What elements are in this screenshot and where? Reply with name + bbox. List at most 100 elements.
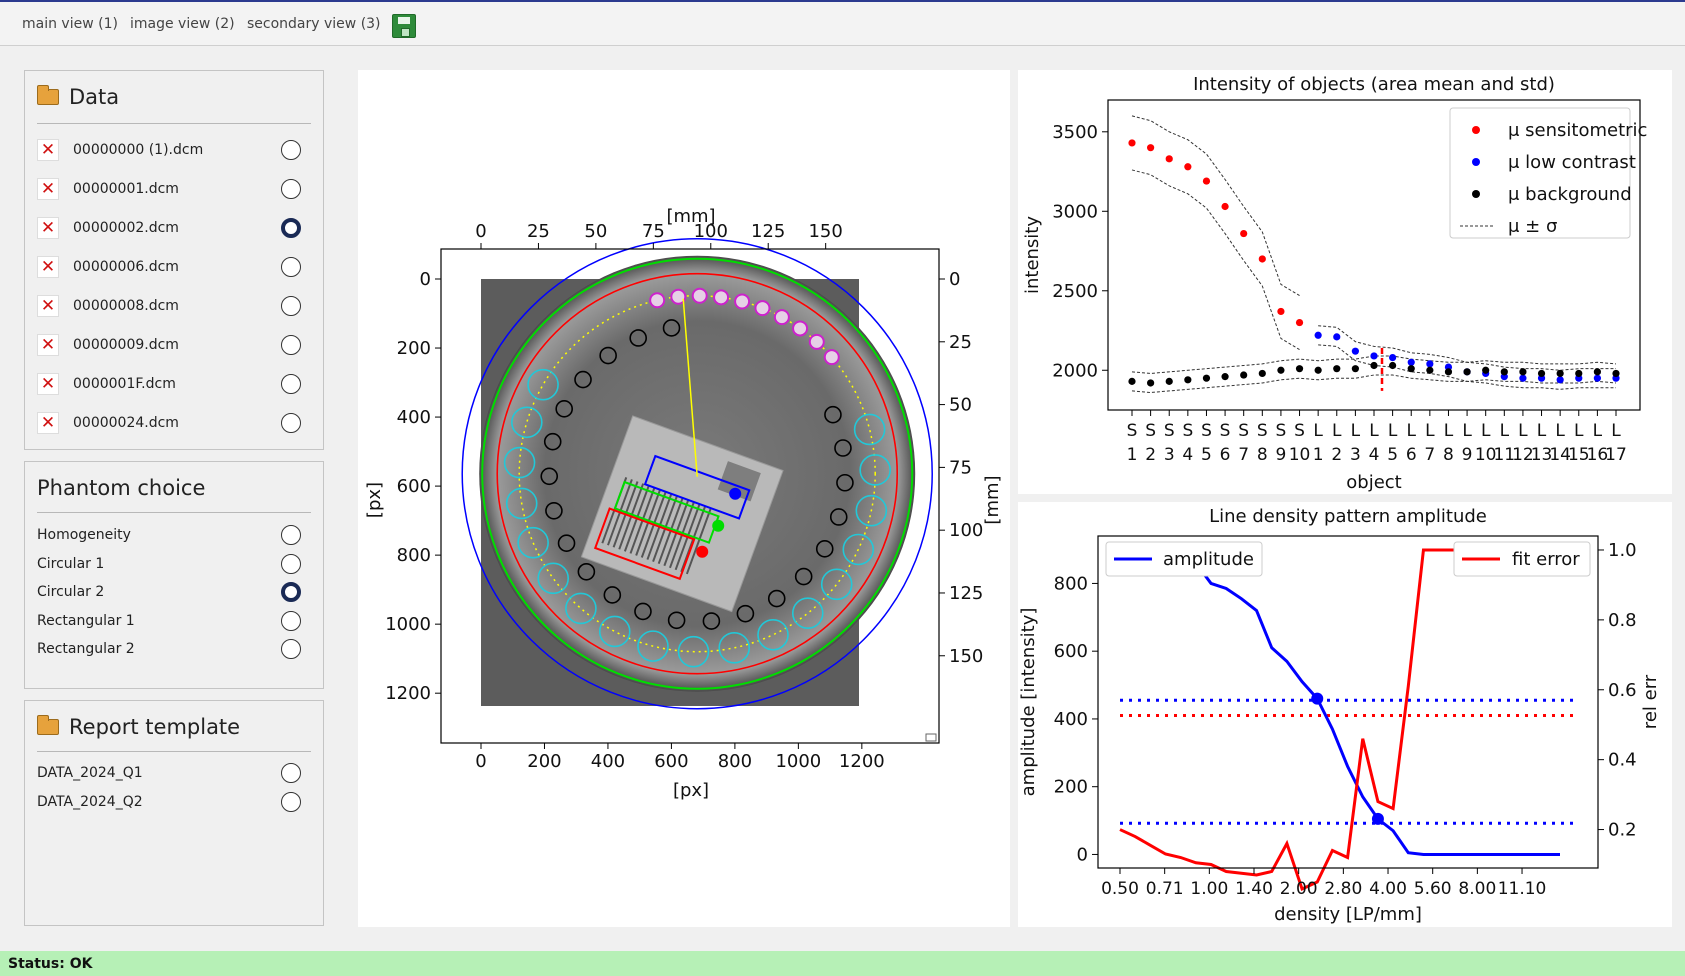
- line-density-chart[interactable]: Line density pattern amplitude 0 200 400 600…: [1018, 502, 1672, 927]
- phantom-option-row[interactable]: Rectangular 1: [37, 606, 301, 636]
- x-tick-label: 3: [1350, 445, 1361, 465]
- phantom-option-radio[interactable]: [281, 582, 301, 602]
- file-row[interactable]: ✕ 00000009.dcm: [37, 330, 301, 360]
- x-tick-label: 14: [1549, 445, 1571, 465]
- file-radio[interactable]: [281, 374, 301, 394]
- file-row[interactable]: ✕ 0000001F.dcm: [37, 369, 301, 399]
- folder-icon[interactable]: [37, 715, 59, 735]
- intensity-chart[interactable]: Intensity of objects (area mean and std)…: [1018, 70, 1672, 494]
- phantom-panel-header: Phantom choice: [37, 476, 205, 500]
- phantom-option-row[interactable]: Homogeneity: [37, 520, 301, 550]
- phantom-option-label: Rectangular 2: [37, 641, 135, 657]
- cyan-roi: [565, 592, 597, 625]
- data-point: [1593, 368, 1601, 376]
- file-radio[interactable]: [281, 140, 301, 160]
- data-point: [1202, 177, 1211, 185]
- file-radio[interactable]: [281, 296, 301, 316]
- cyan-roi: [505, 487, 538, 520]
- remove-file-icon[interactable]: ✕: [37, 139, 59, 161]
- sensitometric-roi: [670, 288, 687, 305]
- report-option-radio[interactable]: [281, 763, 301, 783]
- file-row[interactable]: ✕ 00000006.dcm: [37, 252, 301, 282]
- data-point: [1184, 376, 1192, 384]
- cyan-roi: [527, 368, 559, 401]
- background-roi: [629, 329, 648, 347]
- data-point: [1407, 358, 1415, 366]
- remove-file-icon[interactable]: ✕: [37, 217, 59, 239]
- floppy-disk-icon[interactable]: [392, 14, 416, 38]
- phantom-option-row[interactable]: Rectangular 2: [37, 634, 301, 664]
- remove-file-icon[interactable]: ✕: [37, 256, 59, 278]
- legend-box: [1449, 107, 1631, 239]
- data-point: [1519, 374, 1527, 382]
- cyan-roi: [842, 533, 875, 566]
- phantom-option-row[interactable]: Circular 2: [37, 577, 301, 607]
- report-panel: Report template DATA_2024_Q1 DATA_2024_Q2: [24, 700, 324, 926]
- data-point: [1389, 361, 1397, 370]
- cyan-roi: [511, 406, 543, 439]
- data-point: [1612, 369, 1620, 378]
- direction-line: [682, 298, 698, 477]
- phantom-option-row[interactable]: Circular 1: [37, 549, 301, 579]
- report-option-row[interactable]: DATA_2024_Q2: [37, 787, 301, 817]
- toolbar: main view (1) image view (2) secondary v…: [0, 2, 1685, 46]
- remove-file-icon[interactable]: ✕: [37, 178, 59, 200]
- image-view-plot[interactable]: 0020020040040060060080080010001000120012…: [358, 70, 1010, 927]
- phantom-option-radio[interactable]: [281, 610, 301, 631]
- data-point: [1407, 365, 1415, 373]
- report-option-radio[interactable]: [281, 792, 301, 812]
- x-tick-label: L: [1388, 421, 1398, 441]
- remove-file-icon[interactable]: ✕: [37, 373, 59, 395]
- tab-secondary-view[interactable]: secondary view (3): [247, 16, 381, 32]
- background-roi: [634, 602, 652, 621]
- phantom-option-radio[interactable]: [281, 553, 301, 574]
- data-point: [1333, 333, 1341, 341]
- data-point: [1240, 371, 1248, 379]
- status-bar: Status: OK: [0, 951, 1685, 976]
- report-option-label: DATA_2024_Q2: [37, 794, 143, 810]
- data-point: [1258, 369, 1266, 378]
- phantom-option-radio[interactable]: [281, 525, 301, 545]
- file-row[interactable]: ✕ 00000024.dcm: [37, 408, 301, 438]
- file-radio[interactable]: [281, 179, 301, 199]
- tab-image-view[interactable]: image view (2): [130, 16, 235, 32]
- phantom-option-radio[interactable]: [281, 639, 301, 659]
- x-tick-label: S: [1201, 421, 1212, 441]
- report-option-row[interactable]: DATA_2024_Q1: [37, 758, 301, 788]
- tab-main-view[interactable]: main view (1): [22, 16, 118, 32]
- top-tick-label: 0: [475, 221, 486, 242]
- red-marker: [696, 545, 709, 558]
- x-tick-label: L: [1406, 421, 1416, 441]
- folder-icon[interactable]: [37, 85, 59, 105]
- x-tick-label: 16: [1587, 445, 1609, 465]
- x-tick-label: 5.60: [1414, 879, 1452, 899]
- right-tick-label: 75: [949, 457, 972, 478]
- file-radio[interactable]: [281, 218, 301, 238]
- remove-file-icon[interactable]: ✕: [37, 295, 59, 317]
- file-label: 00000002.dcm: [73, 220, 179, 236]
- line-pair-bar: [685, 507, 712, 575]
- phantom-panel: Phantom choice Homogeneity Circular 1 Circ…: [24, 461, 324, 689]
- file-row[interactable]: ✕ 00000002.dcm: [37, 213, 301, 243]
- resize-icon: [925, 733, 937, 742]
- file-row[interactable]: ✕ 00000008.dcm: [37, 291, 301, 321]
- file-radio[interactable]: [281, 257, 301, 277]
- file-label: 0000001F.dcm: [73, 376, 176, 392]
- file-radio[interactable]: [281, 335, 301, 355]
- y-tick-label: 3000: [1052, 201, 1098, 222]
- line-density-chart-card: Line density pattern amplitude 0 200 400 600…: [1018, 502, 1672, 927]
- background-roi: [574, 370, 592, 389]
- file-row[interactable]: ✕ 00000001.dcm: [37, 174, 301, 204]
- sensitometric-roi: [691, 287, 708, 304]
- y2-tick-label: 0.2: [1608, 820, 1637, 841]
- remove-file-icon[interactable]: ✕: [37, 334, 59, 356]
- x-tick-label: 2: [1145, 445, 1156, 465]
- image-axes-frame: [440, 248, 940, 744]
- file-row[interactable]: ✕ 00000000 (1).dcm: [37, 135, 301, 165]
- file-label: 00000000 (1).dcm: [73, 142, 204, 158]
- file-radio[interactable]: [281, 413, 301, 433]
- remove-file-icon[interactable]: ✕: [37, 412, 59, 434]
- yellow-dotted-circle: [518, 294, 876, 653]
- chart-title: Line density pattern amplitude: [1209, 506, 1487, 527]
- cyan-roi: [517, 526, 549, 559]
